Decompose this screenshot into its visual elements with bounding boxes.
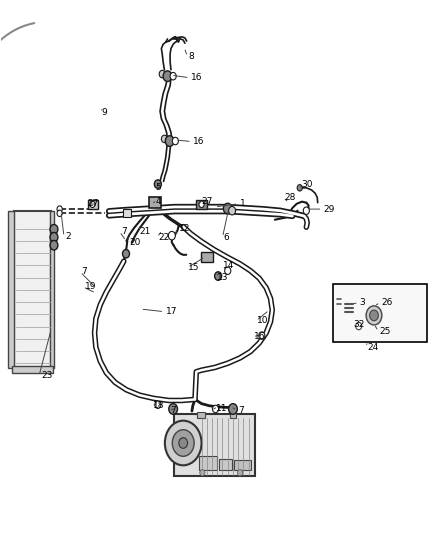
Circle shape bbox=[259, 332, 265, 340]
Circle shape bbox=[223, 203, 232, 214]
Circle shape bbox=[297, 184, 302, 191]
Bar bbox=[196, 199, 207, 209]
Circle shape bbox=[123, 249, 130, 258]
Text: 22: 22 bbox=[158, 233, 169, 242]
Circle shape bbox=[165, 421, 201, 465]
Text: 30: 30 bbox=[301, 180, 313, 189]
Circle shape bbox=[370, 310, 378, 321]
Text: 23: 23 bbox=[41, 371, 52, 380]
Circle shape bbox=[200, 470, 205, 476]
Bar bbox=[149, 197, 161, 208]
Text: 2: 2 bbox=[65, 232, 71, 241]
Circle shape bbox=[159, 70, 165, 78]
Bar bbox=[88, 199, 98, 209]
Text: 17: 17 bbox=[166, 307, 177, 316]
Bar bbox=[8, 211, 14, 368]
Circle shape bbox=[90, 201, 95, 207]
Bar bbox=[12, 367, 53, 373]
Text: 32: 32 bbox=[353, 320, 365, 329]
Circle shape bbox=[237, 470, 243, 476]
Text: 15: 15 bbox=[188, 263, 200, 272]
Text: 3: 3 bbox=[360, 298, 365, 307]
Bar bbox=[230, 413, 237, 418]
Text: 19: 19 bbox=[85, 282, 96, 291]
Bar bbox=[174, 414, 255, 477]
Text: 8: 8 bbox=[188, 52, 194, 61]
Circle shape bbox=[50, 232, 58, 242]
Circle shape bbox=[170, 72, 176, 80]
Bar bbox=[219, 459, 232, 470]
Text: 26: 26 bbox=[381, 298, 393, 307]
Text: 25: 25 bbox=[380, 327, 391, 336]
Text: 16: 16 bbox=[254, 332, 265, 341]
Text: 18: 18 bbox=[152, 401, 164, 410]
Bar bbox=[333, 284, 427, 342]
Bar bbox=[14, 211, 51, 368]
Text: 6: 6 bbox=[223, 233, 229, 242]
Circle shape bbox=[229, 206, 236, 215]
Circle shape bbox=[168, 231, 175, 240]
Circle shape bbox=[50, 224, 58, 234]
Circle shape bbox=[154, 180, 161, 188]
Text: 24: 24 bbox=[367, 343, 379, 352]
Text: 16: 16 bbox=[193, 137, 204, 146]
Text: 27: 27 bbox=[87, 199, 99, 208]
Text: 7: 7 bbox=[121, 227, 127, 236]
Text: 16: 16 bbox=[191, 73, 202, 82]
Bar bbox=[123, 209, 131, 216]
Text: 9: 9 bbox=[101, 108, 107, 117]
Bar bbox=[201, 252, 213, 262]
Text: 5: 5 bbox=[155, 183, 162, 192]
Text: 1: 1 bbox=[240, 199, 246, 208]
Text: 4: 4 bbox=[155, 197, 161, 206]
Circle shape bbox=[225, 267, 231, 274]
Circle shape bbox=[172, 138, 178, 145]
Circle shape bbox=[57, 210, 62, 216]
Circle shape bbox=[356, 322, 362, 330]
Circle shape bbox=[155, 401, 161, 408]
Text: 28: 28 bbox=[285, 193, 296, 202]
Text: 13: 13 bbox=[217, 273, 228, 281]
Circle shape bbox=[212, 405, 219, 413]
Circle shape bbox=[57, 206, 62, 212]
Circle shape bbox=[169, 403, 177, 414]
Circle shape bbox=[50, 240, 58, 250]
Bar bbox=[197, 411, 205, 418]
Circle shape bbox=[161, 135, 167, 143]
Text: 10: 10 bbox=[258, 316, 269, 325]
Text: 7: 7 bbox=[81, 268, 87, 276]
Text: 7: 7 bbox=[170, 406, 176, 415]
Bar bbox=[199, 456, 217, 470]
Text: 11: 11 bbox=[215, 405, 227, 414]
Circle shape bbox=[163, 71, 172, 82]
Text: 7: 7 bbox=[239, 406, 244, 415]
Text: 12: 12 bbox=[179, 224, 190, 233]
Circle shape bbox=[199, 201, 204, 207]
Text: 21: 21 bbox=[140, 227, 151, 236]
Text: 27: 27 bbox=[201, 197, 213, 206]
Circle shape bbox=[215, 272, 222, 280]
Circle shape bbox=[165, 136, 174, 147]
Circle shape bbox=[179, 438, 187, 448]
Text: 20: 20 bbox=[130, 238, 141, 247]
Text: 29: 29 bbox=[324, 205, 335, 214]
Text: 14: 14 bbox=[223, 261, 235, 270]
Circle shape bbox=[366, 306, 382, 325]
Bar bbox=[49, 211, 54, 368]
Circle shape bbox=[303, 207, 309, 214]
Circle shape bbox=[172, 430, 194, 456]
Circle shape bbox=[229, 403, 237, 414]
Bar bbox=[234, 460, 251, 470]
